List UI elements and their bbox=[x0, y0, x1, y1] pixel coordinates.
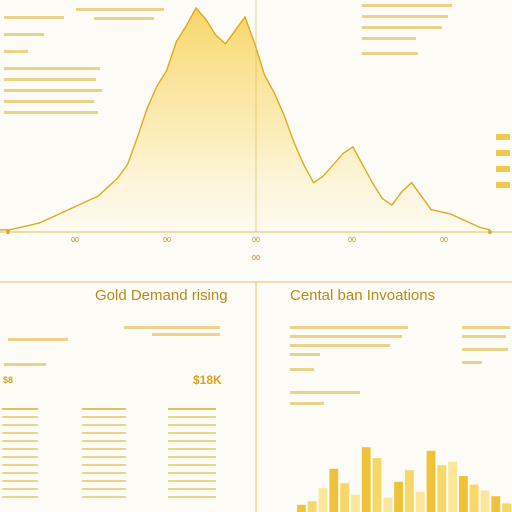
list-row bbox=[82, 456, 126, 458]
list-row bbox=[82, 480, 126, 482]
list-row bbox=[168, 440, 216, 442]
list-row bbox=[2, 424, 38, 426]
x-tick-4: 00 bbox=[348, 237, 356, 244]
list-row bbox=[2, 456, 38, 458]
right-panel-title: Cental ban Invoations bbox=[290, 287, 436, 304]
top-left-text-block bbox=[4, 12, 104, 114]
bar-4 bbox=[329, 468, 339, 512]
list-row bbox=[82, 424, 126, 426]
top-right-text-block bbox=[362, 2, 462, 55]
bar-1 bbox=[297, 504, 306, 512]
bar-16 bbox=[459, 476, 468, 512]
list-row bbox=[82, 432, 126, 434]
x-tick-1: 00 bbox=[71, 237, 79, 244]
list-row bbox=[82, 408, 126, 410]
list-row bbox=[2, 472, 38, 474]
bar-10 bbox=[394, 481, 403, 512]
right-edge-text-block bbox=[462, 324, 512, 374]
x-tick-2: 00 bbox=[163, 237, 171, 244]
demand-area-line bbox=[0, 6, 491, 231]
list-row bbox=[168, 488, 216, 490]
bar-5 bbox=[340, 483, 349, 512]
x-tick-3: 00 bbox=[252, 237, 260, 244]
list-row bbox=[168, 432, 216, 434]
top-center-text-block bbox=[76, 6, 176, 20]
list-row bbox=[2, 440, 38, 442]
stat-value: $18K bbox=[193, 373, 222, 387]
x-tick-5: 00 bbox=[440, 237, 448, 244]
list-row bbox=[82, 416, 126, 418]
list-row bbox=[168, 496, 216, 498]
bar-19 bbox=[491, 496, 501, 512]
left-panel-text-block bbox=[0, 322, 256, 366]
bar-9 bbox=[383, 497, 393, 512]
list-row bbox=[82, 448, 126, 450]
left-list-2 bbox=[82, 402, 132, 504]
list-row bbox=[2, 448, 38, 450]
list-row bbox=[2, 408, 38, 410]
right-edge-tags bbox=[496, 130, 510, 198]
list-row bbox=[168, 424, 216, 426]
list-row bbox=[2, 416, 38, 418]
bar-15 bbox=[448, 461, 457, 512]
list-row bbox=[168, 480, 216, 482]
bar-2 bbox=[307, 501, 317, 512]
stat-small-value: $8 bbox=[3, 375, 14, 385]
list-row bbox=[168, 416, 216, 418]
list-row bbox=[2, 480, 38, 482]
bar-20 bbox=[502, 503, 511, 512]
list-row bbox=[2, 432, 38, 434]
demand-area-fill bbox=[0, 8, 490, 232]
left-list-1 bbox=[2, 402, 42, 504]
list-row bbox=[2, 496, 38, 498]
list-row bbox=[2, 488, 38, 490]
list-row bbox=[168, 472, 216, 474]
list-row bbox=[168, 448, 216, 450]
bar-14 bbox=[437, 465, 447, 512]
list-row bbox=[82, 496, 126, 498]
left-panel-title: Gold Demand rising bbox=[95, 287, 228, 304]
list-row bbox=[168, 456, 216, 458]
right-panel-text-block bbox=[290, 324, 510, 405]
bar-8 bbox=[372, 458, 382, 512]
bar-18 bbox=[480, 490, 490, 512]
list-row bbox=[168, 464, 216, 466]
bar-13 bbox=[426, 450, 436, 512]
left-list-3 bbox=[168, 402, 220, 504]
list-row bbox=[168, 408, 216, 410]
bar-3 bbox=[318, 488, 328, 512]
list-row bbox=[82, 440, 126, 442]
bar-6 bbox=[351, 494, 360, 512]
bar-11 bbox=[405, 470, 414, 512]
list-row bbox=[2, 464, 38, 466]
list-row bbox=[82, 464, 126, 466]
list-row bbox=[82, 472, 126, 474]
bar-17 bbox=[469, 484, 479, 512]
bar-12 bbox=[415, 491, 425, 512]
x-axis-label: 00 bbox=[252, 255, 260, 262]
list-row bbox=[82, 488, 126, 490]
bar-7 bbox=[361, 447, 371, 512]
